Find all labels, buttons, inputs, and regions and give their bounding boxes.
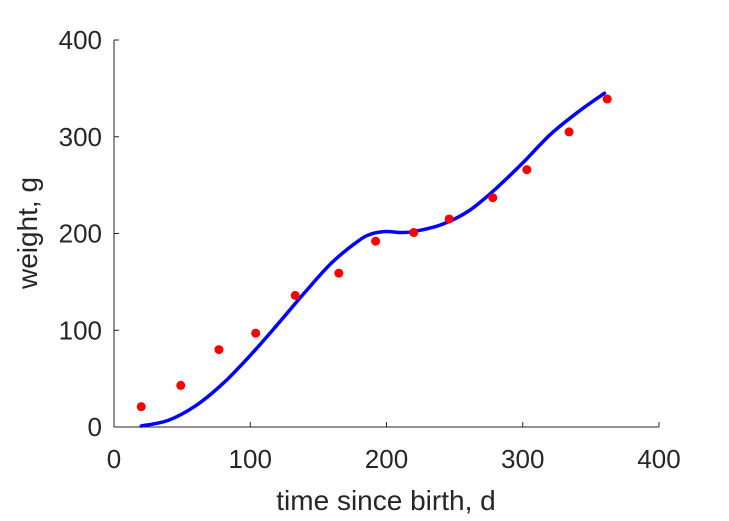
y-tick-label: 400 [59,25,102,55]
y-tick-labels: 0 100 200 300 400 [59,25,102,442]
data-point [136,402,146,412]
data-point [488,193,498,203]
data-point [564,127,574,137]
data-point [214,345,224,355]
y-tick-label: 200 [59,219,102,249]
x-tick-label: 100 [229,444,272,474]
data-points-layer [136,94,612,412]
data-point [522,165,532,175]
x-tick-label: 300 [501,444,544,474]
fit-curve-layer [139,91,607,428]
axes [113,39,660,428]
x-tick-labels: 0 100 200 300 400 [107,444,681,474]
data-point [290,290,300,300]
data-point [334,268,344,278]
y-tick-label: 0 [88,412,102,442]
x-tick-label: 200 [365,444,408,474]
data-point [176,380,186,390]
data-point [602,94,612,104]
y-axis-label: weight, g [12,177,43,290]
x-tick-label: 400 [637,444,680,474]
x-axis-label: time since birth, d [276,485,495,516]
data-point [444,214,454,224]
data-point [251,328,261,338]
data-point [409,228,419,238]
x-tick-label: 0 [107,444,121,474]
y-tick-label: 300 [59,122,102,152]
data-point [371,236,381,246]
y-tick-label: 100 [59,315,102,345]
fit-curve [139,91,607,428]
